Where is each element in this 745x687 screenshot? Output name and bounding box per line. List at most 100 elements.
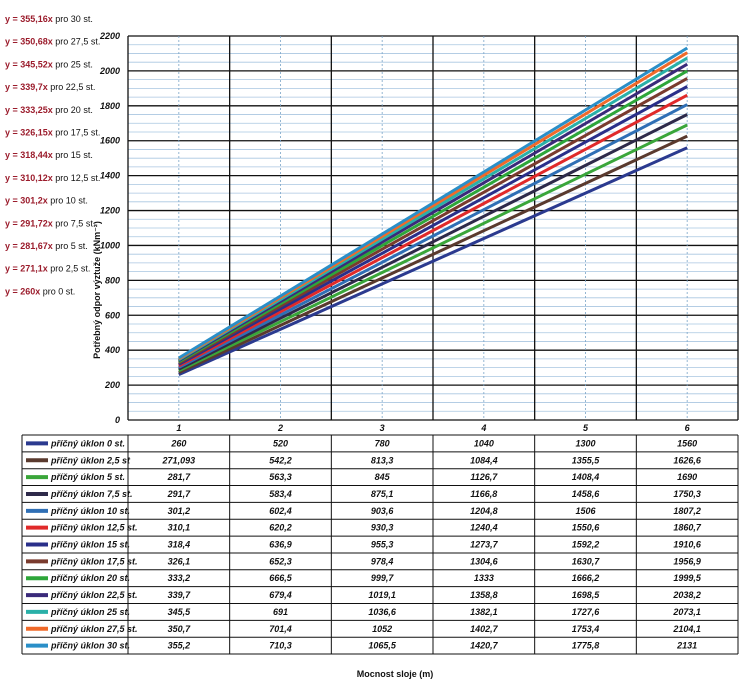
data-table-grid bbox=[21, 434, 739, 655]
table-cell: 1666,2 bbox=[572, 573, 600, 583]
table-cell: 1382,1 bbox=[470, 607, 498, 617]
series-line bbox=[178, 93, 688, 368]
equation-label: y = 350,68x pro 27,5 st. bbox=[5, 37, 100, 47]
legend-series-name: příčný úklon 7,5 st. bbox=[50, 489, 133, 499]
table-cell: 260 bbox=[170, 438, 186, 448]
table-cell: 271,093 bbox=[162, 455, 196, 465]
x-tick-label: 2 bbox=[277, 423, 283, 433]
table-cell: 1458,6 bbox=[572, 489, 601, 499]
legend-series-name: příčný úklon 20 st. bbox=[50, 573, 130, 583]
table-cell: 1560 bbox=[677, 438, 697, 448]
table-cell: 563,3 bbox=[269, 472, 292, 482]
legend-series-name: příčný úklon 0 st. bbox=[50, 438, 125, 448]
y-tick-label: 1800 bbox=[100, 101, 120, 111]
table-cell: 780 bbox=[375, 438, 390, 448]
series-line bbox=[178, 146, 688, 376]
x-tick-labels: 1 2 3 4 5 6 bbox=[176, 423, 690, 433]
table-cell: 542,2 bbox=[269, 455, 292, 465]
series-line bbox=[178, 62, 688, 362]
x-tick-label: 3 bbox=[380, 423, 385, 433]
legend-series-name: příčný úklon 10 st. bbox=[50, 506, 130, 516]
table-cell: 281,7 bbox=[167, 472, 192, 482]
table-cell: 1273,7 bbox=[470, 540, 499, 550]
table-cell: 1304,6 bbox=[470, 556, 499, 566]
table-cell: 310,1 bbox=[168, 523, 191, 533]
table-cell: 845 bbox=[375, 472, 391, 482]
y-tick-label: 1400 bbox=[100, 171, 120, 181]
table-cell: 1690 bbox=[677, 472, 697, 482]
table-cell: 930,3 bbox=[371, 523, 394, 533]
table-cell: 520 bbox=[273, 438, 288, 448]
series-line bbox=[178, 123, 688, 373]
table-cell: 1630,7 bbox=[572, 556, 601, 566]
table-cell: 1506 bbox=[575, 506, 596, 516]
table-cell: 291,7 bbox=[167, 489, 192, 499]
table-cell: 326,1 bbox=[168, 556, 191, 566]
y-tick-label: 0 bbox=[115, 415, 120, 425]
equation-label: y = 355,16x pro 30 st. bbox=[5, 14, 93, 24]
table-cell: 813,3 bbox=[371, 455, 394, 465]
table-cell: 1300 bbox=[575, 438, 595, 448]
legend-series-name: příčný úklon 22,5 st. bbox=[50, 590, 138, 600]
table-cell: 1408,4 bbox=[572, 472, 600, 482]
legend-series-name: příčný úklon 12,5 st. bbox=[50, 523, 138, 533]
y-tick-labels: 0 200 400 600 800 1000 1200 1400 1600 1800 2000 220… bbox=[99, 31, 120, 425]
table-cell: 350,7 bbox=[168, 624, 192, 634]
x-tick-label: 5 bbox=[583, 423, 589, 433]
legend-series-name: příčný úklon 17,5 st. bbox=[50, 556, 138, 566]
y-tick-label: 2000 bbox=[99, 66, 120, 76]
table-cell: 1358,8 bbox=[470, 590, 498, 600]
table-cell: 1727,6 bbox=[572, 607, 601, 617]
series-line bbox=[178, 46, 688, 360]
table-cell: 1084,4 bbox=[470, 455, 498, 465]
table-cell: 978,4 bbox=[371, 556, 394, 566]
y-tick-label: 800 bbox=[105, 275, 120, 285]
table-cell: 345,5 bbox=[168, 607, 192, 617]
y-tick-label: 1000 bbox=[100, 240, 120, 250]
table-cell: 1065,5 bbox=[368, 641, 397, 651]
table-cell: 1698,5 bbox=[572, 590, 601, 600]
table-cell: 1040 bbox=[474, 438, 494, 448]
table-cell: 1910,6 bbox=[673, 540, 702, 550]
equation-label: y = 260x pro 0 st. bbox=[5, 286, 75, 296]
equation-label: y = 291,72x pro 7,5 st. bbox=[5, 218, 95, 228]
series-line bbox=[178, 113, 688, 371]
y-tick-label: 2200 bbox=[99, 31, 120, 41]
equation-label: y = 271,1x pro 2,5 st. bbox=[5, 264, 90, 274]
x-tick-label: 4 bbox=[480, 423, 486, 433]
y-tick-label: 400 bbox=[104, 345, 120, 355]
table-cell: 1052 bbox=[372, 624, 392, 634]
equation-label: y = 310,12x pro 12,5 st. bbox=[5, 173, 100, 183]
table-cell: 620,2 bbox=[269, 523, 292, 533]
equation-label: y = 281,67x pro 5 st. bbox=[5, 241, 88, 251]
table-cell: 2073,1 bbox=[672, 607, 701, 617]
series-lines bbox=[178, 46, 688, 376]
legend-series-name: příčný úklon 15 st. bbox=[50, 540, 130, 550]
equation-annotations: y = 355,16x pro 30 st. y = 350,68x pro 27… bbox=[5, 14, 100, 296]
table-cell: 1750,3 bbox=[673, 489, 701, 499]
table-cell: 1775,8 bbox=[572, 641, 600, 651]
series-line bbox=[178, 103, 688, 369]
legend-series-name: příčný úklon 5 st. bbox=[50, 472, 125, 482]
table-cell: 1999,5 bbox=[673, 573, 702, 583]
table-cell: 1550,6 bbox=[572, 523, 601, 533]
table-cell: 355,2 bbox=[168, 641, 191, 651]
table-cell: 1402,7 bbox=[470, 624, 499, 634]
table-cell: 1956,9 bbox=[673, 556, 701, 566]
equation-label: y = 326,15x pro 17,5 st. bbox=[5, 128, 100, 138]
legend-series-name: příčný úklon 27,5 st. bbox=[50, 624, 138, 634]
x-axis-title: Mocnost sloje (m) bbox=[357, 669, 434, 679]
table-cell: 999,7 bbox=[371, 573, 395, 583]
major-gridlines bbox=[127, 35, 739, 421]
table-cell: 1333 bbox=[474, 573, 494, 583]
table-cell: 583,4 bbox=[269, 489, 292, 499]
y-tick-label: 200 bbox=[104, 380, 120, 390]
equation-label: y = 333,25x pro 20 st. bbox=[5, 105, 93, 115]
series-line bbox=[178, 77, 688, 365]
table-cell: 1166,8 bbox=[470, 489, 497, 499]
y-axis-title: Potřebný odpor výztuže (kNm⁻²) bbox=[92, 221, 102, 359]
y-tick-label: 600 bbox=[105, 310, 120, 320]
table-cell: 2038,2 bbox=[672, 590, 701, 600]
table-cell: 691 bbox=[273, 607, 288, 617]
